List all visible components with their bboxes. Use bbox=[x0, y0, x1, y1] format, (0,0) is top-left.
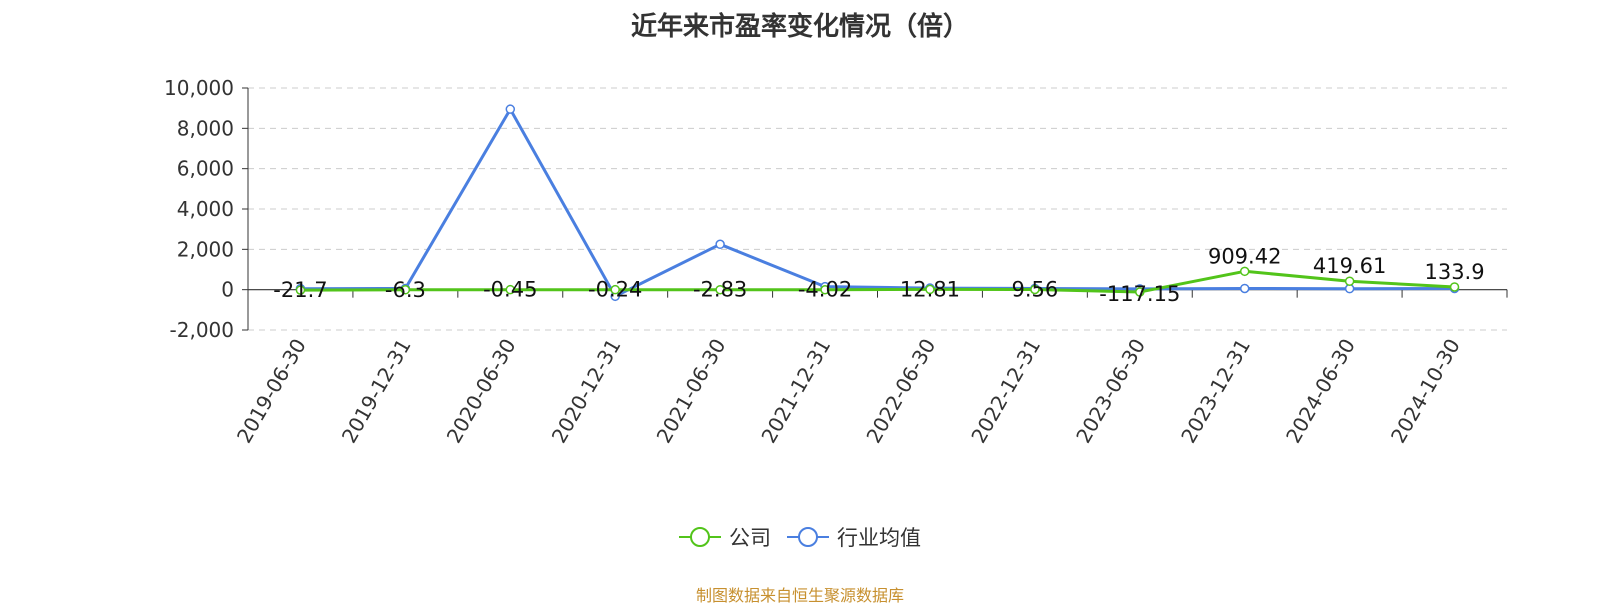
y-tick-label: 2,000 bbox=[177, 237, 234, 261]
data-label: -117.15 bbox=[1099, 282, 1180, 306]
legend: 公司 行业均值 bbox=[0, 522, 1600, 552]
legend-marker-company-icon bbox=[679, 527, 721, 547]
data-label: -4.02 bbox=[798, 278, 852, 302]
x-tick-label: 2022-12-31 bbox=[966, 335, 1045, 448]
grid-layer bbox=[248, 87, 1507, 331]
y-tick-label: 10,000 bbox=[164, 76, 234, 100]
data-point bbox=[505, 104, 516, 114]
x-tick-label: 2023-12-31 bbox=[1176, 335, 1255, 448]
x-tick-label: 2021-06-30 bbox=[652, 335, 731, 448]
data-point bbox=[1030, 284, 1040, 295]
data-label: -2.83 bbox=[693, 278, 747, 302]
legend-item-company[interactable]: 公司 bbox=[679, 522, 771, 552]
data-label: -6.3 bbox=[385, 278, 426, 302]
data-label-layer: -21.7 -6.3 -0.45 -0.24 -2.83 -4.02 12.81 9.56 -1… bbox=[273, 244, 1484, 306]
line-chart: -2,000 0 2,000 4,000 6,000 8,000 10,000 2019-06… bbox=[164, 76, 1508, 448]
axis-layer: -2,000 0 2,000 4,000 6,000 8,000 10,000 2019-06… bbox=[164, 76, 1508, 448]
legend-marker-industry-icon bbox=[787, 527, 829, 547]
data-label: 9.56 bbox=[1011, 277, 1058, 301]
data-point bbox=[715, 284, 725, 295]
data-label: 133.9 bbox=[1424, 260, 1484, 284]
y-tick-label: 6,000 bbox=[177, 157, 234, 181]
data-point bbox=[715, 239, 725, 250]
x-tick-label: 2021-12-31 bbox=[756, 335, 835, 448]
chart-title: 近年来市盈率变化情况（倍） bbox=[630, 12, 969, 42]
y-tick-label: 4,000 bbox=[177, 197, 234, 221]
data-point bbox=[1449, 282, 1460, 292]
data-point bbox=[505, 284, 516, 295]
x-tick-label: 2020-12-31 bbox=[547, 335, 626, 448]
data-point bbox=[400, 285, 411, 295]
y-tick-label: -2,000 bbox=[170, 318, 234, 342]
data-point bbox=[1239, 283, 1250, 294]
data-label: -0.24 bbox=[588, 278, 642, 302]
x-tick-label: 2022-06-30 bbox=[861, 334, 940, 447]
data-point bbox=[295, 285, 306, 295]
data-label: 419.61 bbox=[1313, 254, 1386, 278]
x-tick-label: 2024-10-30 bbox=[1386, 335, 1465, 448]
series-line-0 bbox=[300, 269, 1455, 294]
source-note: 制图数据来自恒生聚源数据库 bbox=[695, 586, 904, 605]
y-tick-label: 8,000 bbox=[177, 116, 234, 140]
data-point bbox=[925, 284, 935, 295]
data-label: -0.45 bbox=[483, 278, 537, 302]
data-point bbox=[610, 284, 620, 295]
data-point bbox=[820, 284, 830, 295]
legend-label-company: 公司 bbox=[729, 526, 771, 550]
x-tick-label: 2019-12-31 bbox=[337, 335, 416, 448]
x-tick-label: 2019-06-30 bbox=[232, 335, 311, 448]
x-tick-label: 2024-06-30 bbox=[1281, 335, 1360, 448]
y-tick-label: 0 bbox=[221, 278, 234, 302]
legend-item-industry-avg[interactable]: 行业均值 bbox=[787, 522, 921, 552]
data-label: 12.81 bbox=[900, 277, 960, 301]
series-layer bbox=[295, 104, 1460, 302]
data-point bbox=[1239, 266, 1250, 277]
x-tick-label: 2023-06-30 bbox=[1071, 335, 1150, 448]
data-label: 909.42 bbox=[1208, 244, 1281, 268]
data-label: -21.7 bbox=[273, 278, 327, 302]
series-line-1 bbox=[300, 107, 1455, 298]
x-tick-label: 2020-06-30 bbox=[442, 335, 521, 448]
data-point bbox=[1344, 276, 1355, 286]
legend-label-industry-avg: 行业均值 bbox=[837, 526, 921, 550]
data-point bbox=[1135, 287, 1145, 297]
